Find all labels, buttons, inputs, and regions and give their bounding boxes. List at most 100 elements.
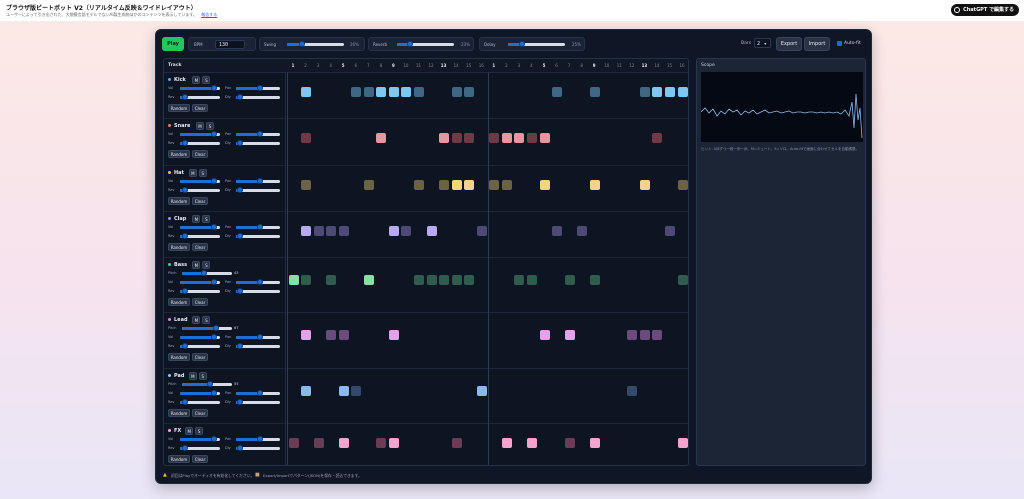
step-cell-on[interactable]	[388, 438, 399, 448]
mute-button[interactable]: M	[192, 215, 201, 223]
step-cell-dim[interactable]	[376, 438, 387, 448]
dly-slider-knob[interactable]	[237, 187, 244, 193]
rev-slider[interactable]	[180, 187, 220, 193]
delay-slider[interactable]	[508, 41, 565, 47]
step-cell-dim[interactable]	[639, 87, 650, 97]
step-cell-dim[interactable]	[627, 330, 638, 340]
vol-slider-knob[interactable]	[211, 334, 217, 340]
export-button[interactable]: Export	[776, 37, 802, 51]
step-cell-on[interactable]	[288, 275, 299, 285]
step-cell-on[interactable]	[338, 438, 349, 448]
pan-slider[interactable]	[236, 390, 280, 396]
bars-select[interactable]: 2 ▾	[754, 38, 771, 48]
step-cell-on[interactable]	[539, 180, 550, 190]
step-cell-on[interactable]	[376, 87, 387, 97]
vol-slider-knob[interactable]	[211, 279, 217, 285]
step-cell-on[interactable]	[501, 133, 512, 143]
pan-slider-knob[interactable]	[257, 131, 264, 137]
step-cell-dim[interactable]	[476, 226, 487, 236]
pitch-slider-knob[interactable]	[206, 381, 213, 387]
step-cell-dim[interactable]	[451, 438, 462, 448]
pitch-slider[interactable]	[182, 325, 232, 331]
vol-slider[interactable]	[180, 334, 220, 340]
step-cell-dim[interactable]	[451, 133, 462, 143]
step-cell-dim[interactable]	[627, 386, 638, 396]
vol-slider[interactable]	[180, 224, 220, 230]
step-cell-dim[interactable]	[677, 275, 688, 285]
step-cell-on[interactable]	[464, 180, 475, 190]
step-cell-dim[interactable]	[677, 180, 688, 190]
step-cell-on[interactable]	[301, 226, 312, 236]
vol-slider-knob[interactable]	[211, 224, 217, 230]
clear-button[interactable]: Clear	[192, 409, 208, 417]
rev-slider[interactable]	[180, 233, 220, 239]
step-cell-dim[interactable]	[439, 180, 450, 190]
mute-button[interactable]: M	[188, 372, 197, 380]
step-cell-dim[interactable]	[489, 133, 500, 143]
step-cell-on[interactable]	[665, 87, 675, 97]
autofit-checkbox[interactable]	[837, 41, 842, 46]
step-cell-dim[interactable]	[414, 275, 424, 285]
swing-slider-knob[interactable]	[298, 41, 305, 47]
step-cell-dim[interactable]	[665, 226, 675, 236]
random-button[interactable]: Random	[168, 104, 190, 112]
step-cell-dim[interactable]	[338, 330, 349, 340]
random-button[interactable]: Random	[168, 197, 190, 205]
dly-slider[interactable]	[236, 288, 280, 294]
pitch-slider[interactable]	[182, 270, 232, 276]
step-cell-on[interactable]	[526, 438, 537, 448]
vol-slider-knob[interactable]	[211, 85, 217, 91]
step-cell-on[interactable]	[589, 438, 600, 448]
rev-slider-knob[interactable]	[181, 399, 188, 405]
rev-slider[interactable]	[180, 94, 220, 100]
clear-button[interactable]: Clear	[192, 243, 208, 251]
pan-slider-knob[interactable]	[257, 224, 264, 230]
pan-slider-knob[interactable]	[257, 178, 264, 184]
step-cell-dim[interactable]	[451, 87, 462, 97]
pan-slider[interactable]	[236, 224, 280, 230]
step-cell-dim[interactable]	[589, 87, 600, 97]
step-cell-on[interactable]	[564, 330, 575, 340]
mute-button[interactable]: M	[192, 76, 201, 84]
step-cell-dim[interactable]	[326, 226, 337, 236]
vol-slider[interactable]	[180, 279, 220, 285]
rev-slider-knob[interactable]	[181, 343, 188, 349]
step-cell-on[interactable]	[301, 330, 312, 340]
vol-slider[interactable]	[180, 390, 220, 396]
step-cell-dim[interactable]	[489, 180, 500, 190]
vol-slider[interactable]	[180, 131, 220, 137]
random-button[interactable]: Random	[168, 409, 190, 417]
mute-button[interactable]: M	[185, 427, 194, 435]
pan-slider-knob[interactable]	[257, 279, 264, 285]
step-cell-on[interactable]	[652, 87, 663, 97]
step-cell-dim[interactable]	[451, 275, 462, 285]
step-cell-on[interactable]	[677, 438, 688, 448]
clear-button[interactable]: Clear	[192, 197, 208, 205]
rev-slider[interactable]	[180, 399, 220, 405]
solo-button[interactable]: S	[198, 372, 207, 380]
step-cell-dim[interactable]	[301, 275, 312, 285]
vol-slider-knob[interactable]	[211, 436, 217, 442]
step-cell-on[interactable]	[301, 386, 312, 396]
play-button[interactable]: Play	[162, 37, 184, 51]
dly-slider[interactable]	[236, 187, 280, 193]
step-cell-dim[interactable]	[652, 133, 663, 143]
swing-slider[interactable]	[287, 41, 344, 47]
pan-slider[interactable]	[236, 178, 280, 184]
solo-button[interactable]: S	[195, 427, 204, 435]
rev-slider[interactable]	[180, 288, 220, 294]
pan-slider-knob[interactable]	[257, 390, 264, 396]
step-cell-dim[interactable]	[363, 87, 374, 97]
step-cell-dim[interactable]	[414, 180, 424, 190]
step-cell-on[interactable]	[388, 330, 399, 340]
pan-slider-knob[interactable]	[257, 85, 264, 91]
pitch-slider-knob[interactable]	[212, 325, 219, 331]
step-cell-on[interactable]	[426, 226, 437, 236]
rev-slider-knob[interactable]	[181, 233, 188, 239]
step-cell-dim[interactable]	[564, 438, 575, 448]
pan-slider[interactable]	[236, 131, 280, 137]
clear-button[interactable]: Clear	[192, 353, 208, 361]
step-cell-dim[interactable]	[652, 330, 663, 340]
clear-button[interactable]: Clear	[192, 455, 208, 463]
clear-button[interactable]: Clear	[192, 104, 208, 112]
